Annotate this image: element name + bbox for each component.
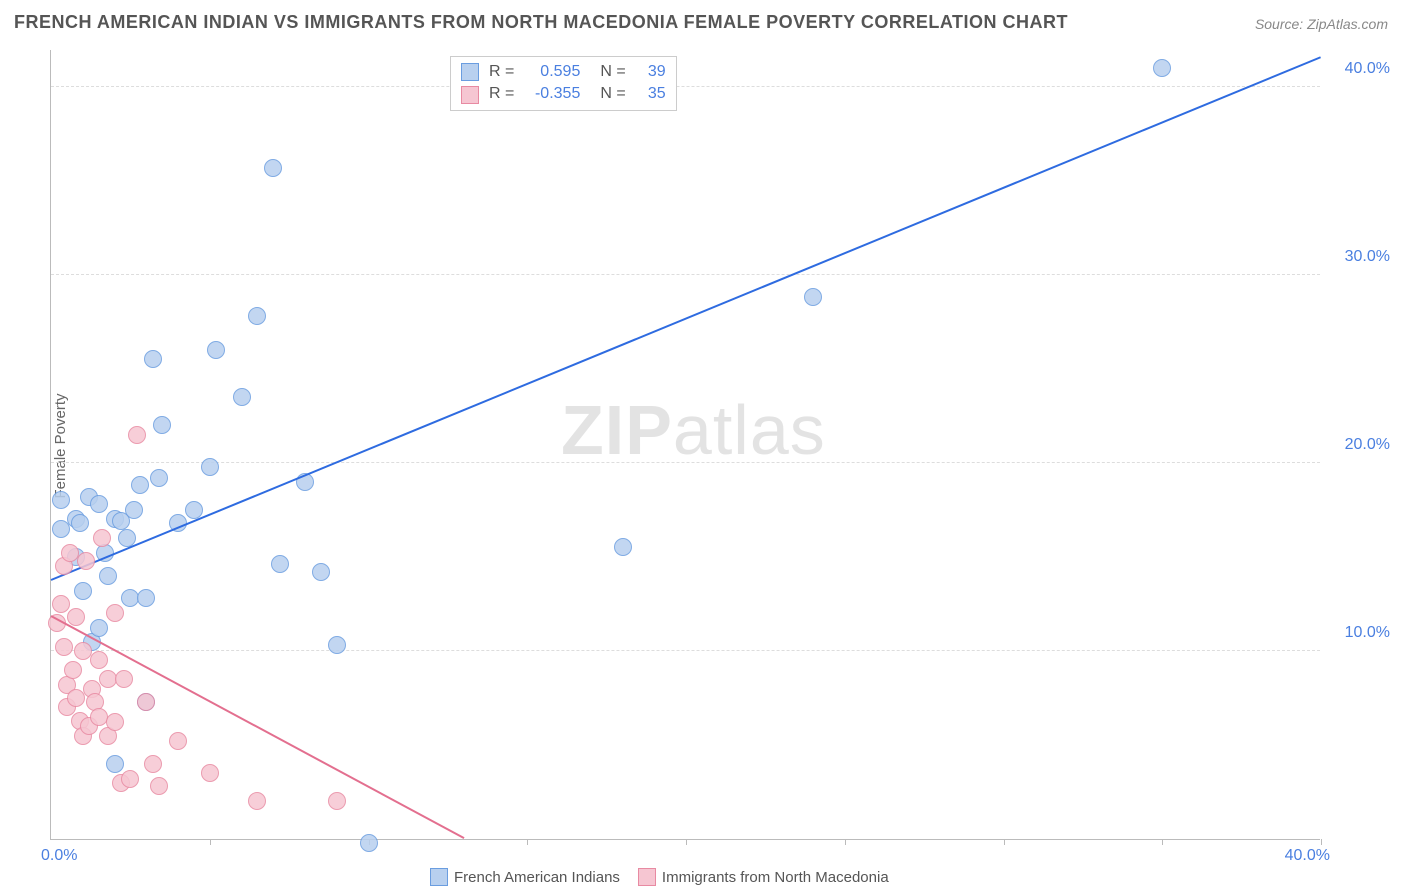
scatter-point bbox=[106, 604, 124, 622]
y-axis-tick-label: 40.0% bbox=[1330, 60, 1390, 78]
stat-n-value: 35 bbox=[636, 83, 666, 105]
legend-item: French American Indians bbox=[430, 868, 620, 886]
scatter-point bbox=[115, 670, 133, 688]
y-axis-tick-label: 10.0% bbox=[1330, 624, 1390, 642]
scatter-point bbox=[804, 288, 822, 306]
x-axis-tick-max: 40.0% bbox=[1285, 847, 1330, 865]
stat-n-label: N = bbox=[600, 83, 625, 105]
scatter-point bbox=[150, 777, 168, 795]
watermark-bold: ZIP bbox=[561, 391, 673, 469]
x-axis-tickmark bbox=[686, 839, 687, 845]
x-axis-tickmark bbox=[527, 839, 528, 845]
series-legend: French American Indians Immigrants from N… bbox=[430, 868, 889, 886]
scatter-point bbox=[271, 555, 289, 573]
scatter-point bbox=[137, 693, 155, 711]
scatter-point bbox=[264, 159, 282, 177]
x-axis-tickmark bbox=[1004, 839, 1005, 845]
scatter-point bbox=[55, 638, 73, 656]
scatter-plot-area: ZIPatlas 0.0% 40.0% 10.0%20.0%30.0%40.0% bbox=[50, 50, 1320, 840]
gridline-horizontal bbox=[51, 650, 1320, 651]
scatter-point bbox=[99, 567, 117, 585]
scatter-point bbox=[201, 764, 219, 782]
scatter-point bbox=[248, 792, 266, 810]
x-axis-tickmark bbox=[845, 839, 846, 845]
legend-swatch bbox=[461, 63, 479, 81]
legend-swatch bbox=[461, 86, 479, 104]
legend-label: French American Indians bbox=[454, 869, 620, 886]
scatter-point bbox=[233, 388, 251, 406]
gridline-horizontal bbox=[51, 274, 1320, 275]
scatter-point bbox=[71, 514, 89, 532]
x-axis-tickmark bbox=[1162, 839, 1163, 845]
legend-swatch bbox=[638, 868, 656, 886]
scatter-point bbox=[169, 732, 187, 750]
scatter-point bbox=[67, 689, 85, 707]
scatter-point bbox=[52, 595, 70, 613]
scatter-point bbox=[137, 589, 155, 607]
legend-item: Immigrants from North Macedonia bbox=[638, 868, 889, 886]
scatter-point bbox=[201, 458, 219, 476]
stat-n-value: 39 bbox=[636, 61, 666, 83]
scatter-point bbox=[360, 834, 378, 852]
scatter-point bbox=[128, 426, 146, 444]
y-axis-tick-label: 20.0% bbox=[1330, 436, 1390, 454]
watermark-text: ZIPatlas bbox=[561, 390, 826, 470]
scatter-point bbox=[328, 636, 346, 654]
scatter-point bbox=[614, 538, 632, 556]
correlation-stats-box: R = 0.595 N = 39 R = -0.355 N = 35 bbox=[450, 56, 677, 111]
scatter-point bbox=[125, 501, 143, 519]
scatter-point bbox=[106, 713, 124, 731]
scatter-point bbox=[312, 563, 330, 581]
stat-n-label: N = bbox=[600, 61, 625, 83]
stat-r-label: R = bbox=[489, 61, 514, 83]
scatter-point bbox=[52, 491, 70, 509]
scatter-point bbox=[52, 520, 70, 538]
stat-r-value: -0.355 bbox=[524, 83, 580, 105]
gridline-horizontal bbox=[51, 86, 1320, 87]
x-axis-tickmark bbox=[210, 839, 211, 845]
scatter-point bbox=[150, 469, 168, 487]
scatter-point bbox=[207, 341, 225, 359]
watermark-rest: atlas bbox=[673, 391, 826, 469]
scatter-point bbox=[1153, 59, 1171, 77]
source-label: Source: ZipAtlas.com bbox=[1255, 16, 1388, 32]
scatter-point bbox=[153, 416, 171, 434]
legend-label: Immigrants from North Macedonia bbox=[662, 869, 889, 886]
scatter-point bbox=[74, 582, 92, 600]
chart-title: FRENCH AMERICAN INDIAN VS IMMIGRANTS FRO… bbox=[14, 12, 1068, 33]
legend-swatch bbox=[430, 868, 448, 886]
scatter-point bbox=[64, 661, 82, 679]
scatter-point bbox=[90, 651, 108, 669]
scatter-point bbox=[77, 552, 95, 570]
gridline-horizontal bbox=[51, 462, 1320, 463]
scatter-point bbox=[144, 350, 162, 368]
scatter-point bbox=[90, 619, 108, 637]
scatter-point bbox=[93, 529, 111, 547]
scatter-point bbox=[248, 307, 266, 325]
scatter-point bbox=[131, 476, 149, 494]
x-axis-tickmark bbox=[1321, 839, 1322, 845]
scatter-point bbox=[106, 755, 124, 773]
scatter-point bbox=[90, 495, 108, 513]
y-axis-tick-label: 30.0% bbox=[1330, 248, 1390, 266]
trend-line bbox=[51, 56, 1322, 581]
stat-r-value: 0.595 bbox=[524, 61, 580, 83]
stats-row: R = 0.595 N = 39 bbox=[461, 61, 666, 83]
scatter-point bbox=[121, 770, 139, 788]
scatter-point bbox=[328, 792, 346, 810]
x-axis-tick-min: 0.0% bbox=[41, 847, 77, 865]
scatter-point bbox=[67, 608, 85, 626]
stats-row: R = -0.355 N = 35 bbox=[461, 83, 666, 105]
scatter-point bbox=[144, 755, 162, 773]
stat-r-label: R = bbox=[489, 83, 514, 105]
